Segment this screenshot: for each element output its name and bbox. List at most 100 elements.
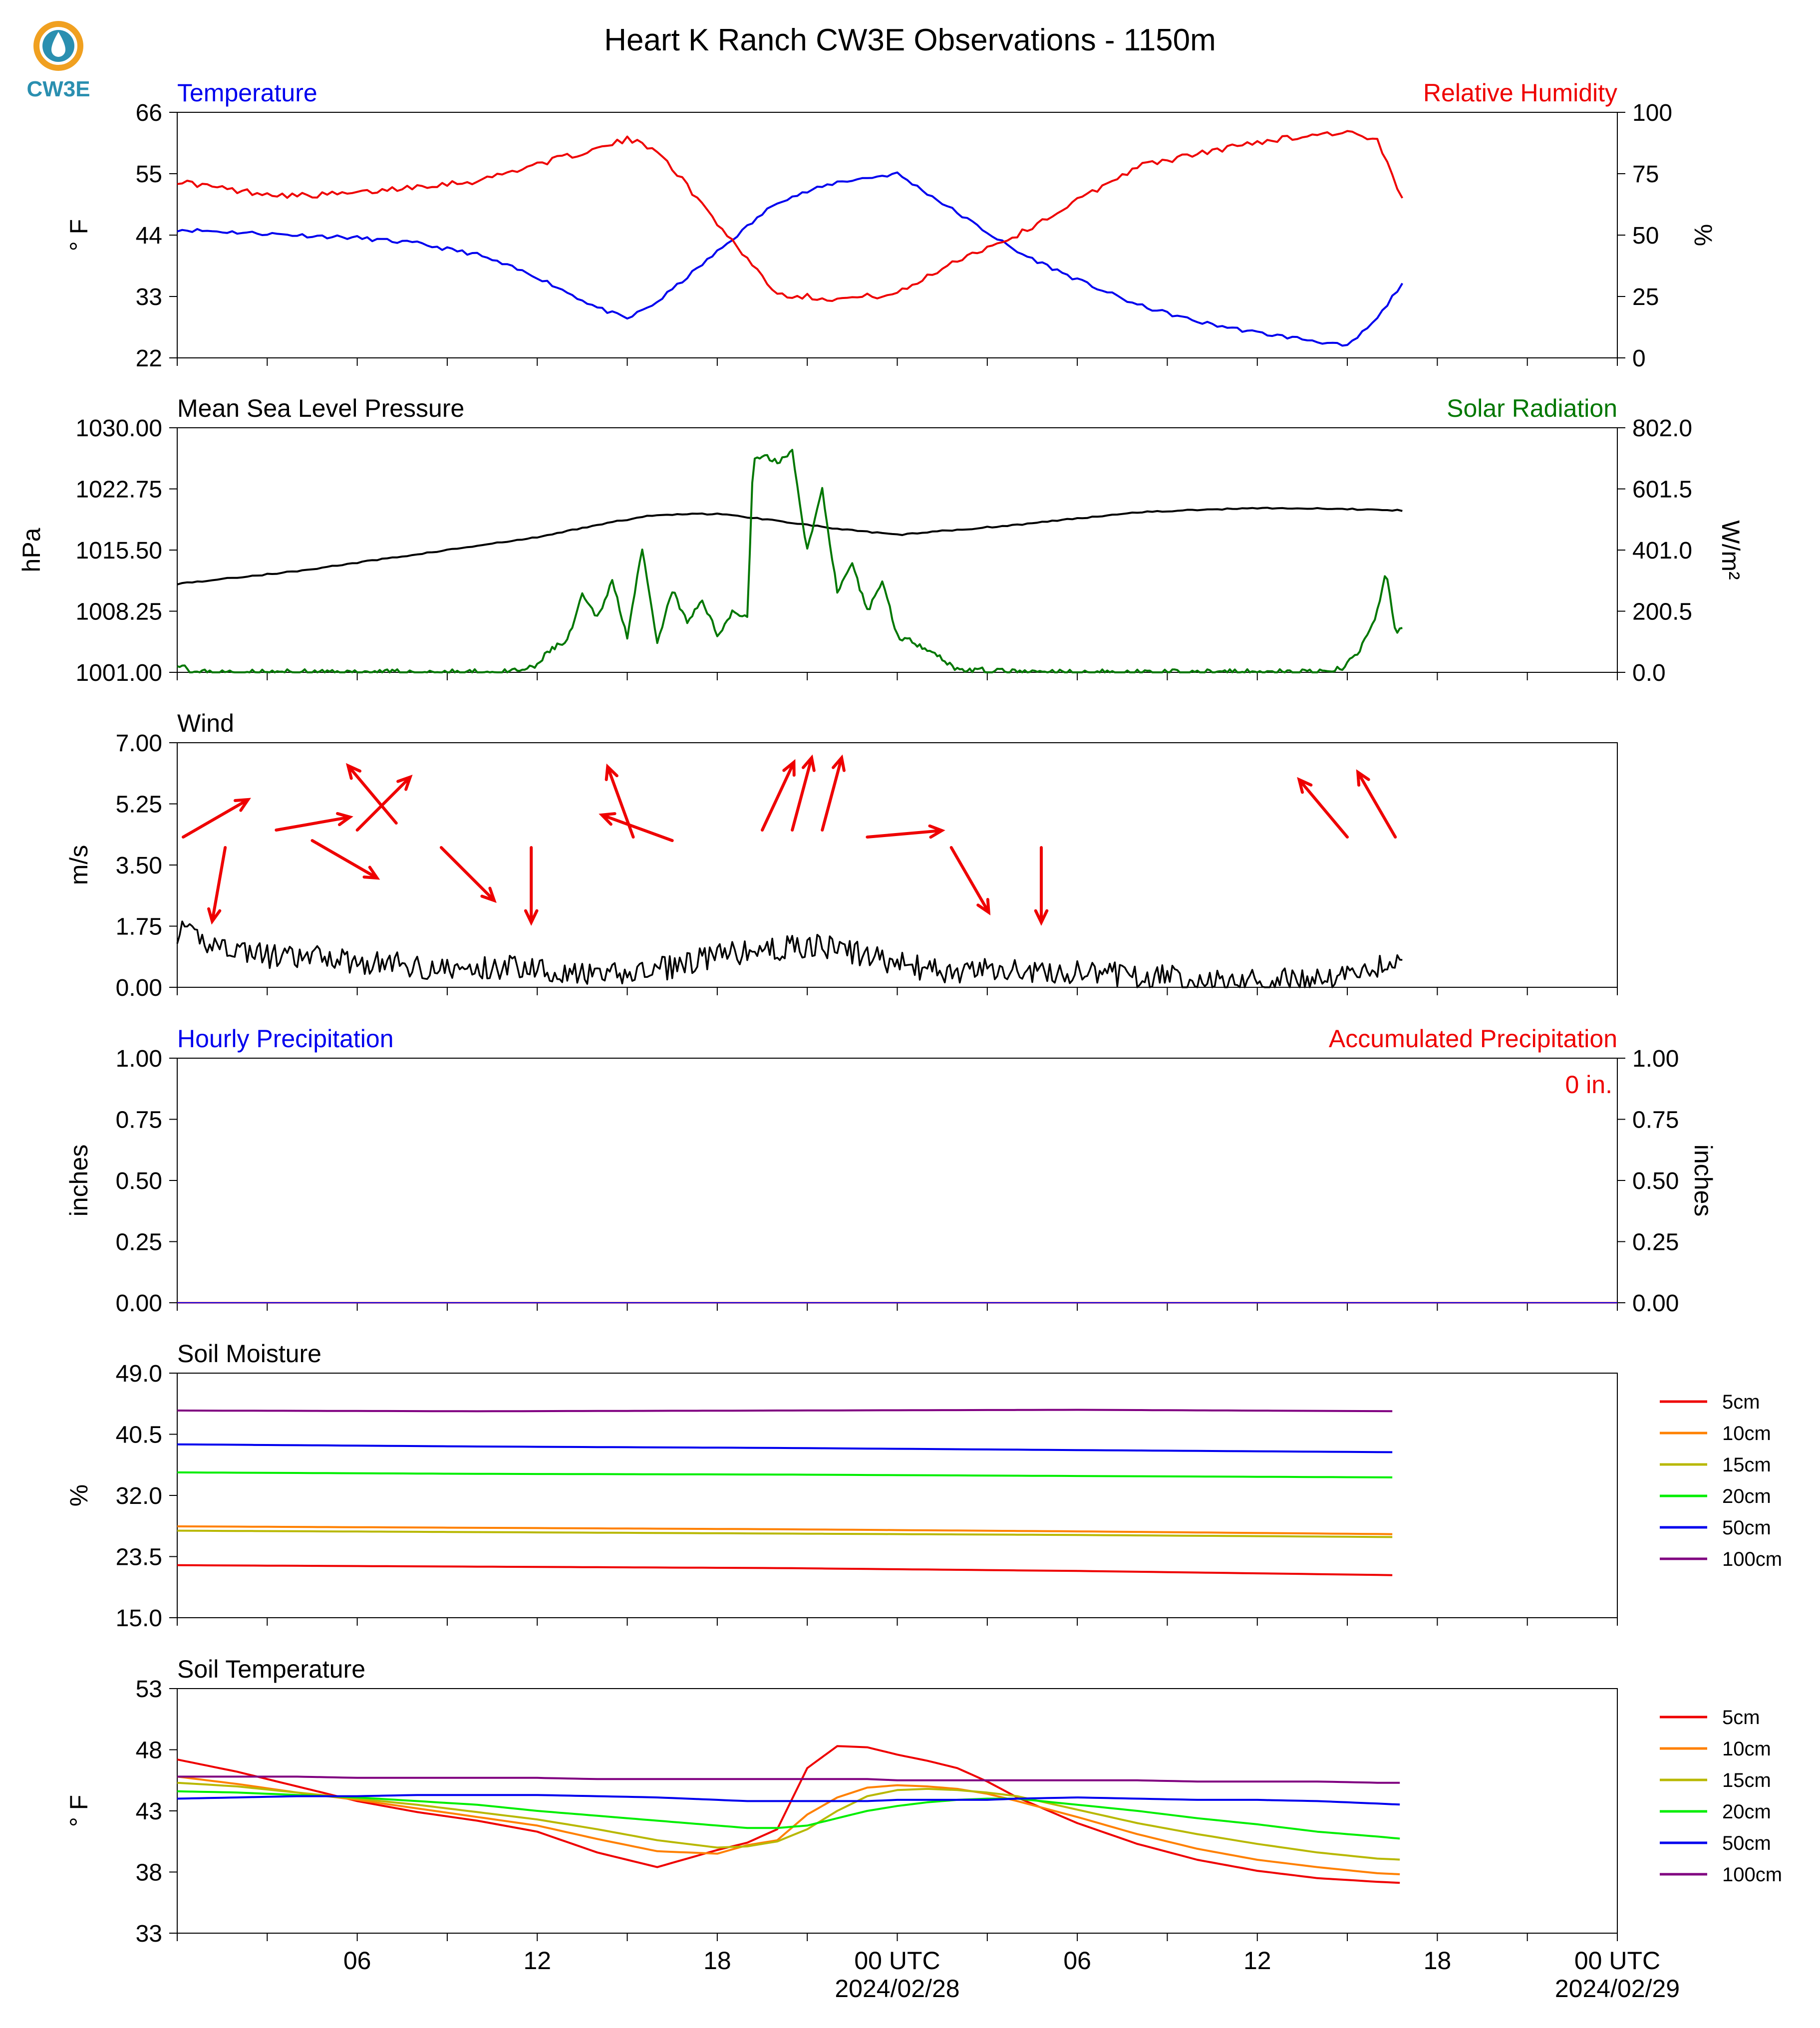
legend: 5cm 10cm 15cm 20cm 50cm 100cm <box>1660 1391 1782 1570</box>
y-tick-label: 0.50 <box>116 1168 162 1194</box>
y-tick-label-right: 1.00 <box>1632 1046 1679 1072</box>
y-tick-label-right: 601.5 <box>1632 477 1692 503</box>
series-temperature <box>177 171 1404 347</box>
panel-wind: Wind 0.00 1.75 3.50 5.25 7.00 m/s <box>65 709 1618 1001</box>
y-tick-label: 1030.00 <box>75 415 162 442</box>
x-date-label: 2024/02/28 <box>835 1975 959 2003</box>
y-axis-label: inches <box>65 1145 93 1217</box>
legend-label: 50cm <box>1722 1832 1771 1854</box>
y-tick-label-right: 100 <box>1632 100 1672 126</box>
series-soil_5cm-moisture <box>177 1564 1393 1576</box>
wind-arrow <box>310 839 380 880</box>
series-soil_50cm-temperature <box>177 1794 1400 1806</box>
y-tick-label-right: 0.0 <box>1632 660 1666 686</box>
x-tick-label: 18 <box>1424 1947 1452 1975</box>
x-tick-label: 00 UTC <box>1574 1947 1660 1975</box>
panel-title-left: Wind <box>177 709 234 737</box>
panel-title-left: Soil Temperature <box>177 1655 365 1683</box>
y-tick-label: 66 <box>136 100 162 126</box>
y-axis-label-right: % <box>1689 224 1717 246</box>
panel-temperature_humidity: Temperature Relative Humidity 22 33 44 55 66 0 2… <box>65 79 1717 372</box>
panel-title-left: Hourly Precipitation <box>177 1025 394 1053</box>
y-tick-label: 1008.25 <box>75 599 162 625</box>
y-tick-label: 1022.75 <box>75 477 162 503</box>
y-tick-label: 0.75 <box>116 1107 162 1134</box>
y-tick-label-right: 0.25 <box>1632 1229 1679 1256</box>
y-tick-label: 7.00 <box>116 730 162 757</box>
y-tick-label: 40.5 <box>116 1422 162 1449</box>
wind-arrow <box>949 846 991 915</box>
y-tick-label: 5.25 <box>116 792 162 818</box>
y-tick-label: 15.0 <box>116 1605 162 1632</box>
panel-title-right: Accumulated Precipitation <box>1329 1025 1617 1053</box>
y-tick-label: 23.5 <box>116 1544 162 1571</box>
y-tick-label-right: 802.0 <box>1632 415 1692 442</box>
panel-pressure_solar: Mean Sea Level Pressure Solar Radiation 10… <box>17 394 1745 686</box>
x-tick-label: 12 <box>1243 1947 1271 1975</box>
legend-label: 5cm <box>1722 1391 1760 1413</box>
legend-label: 100cm <box>1722 1548 1782 1570</box>
wind-arrow <box>524 846 539 926</box>
y-axis-label: m/s <box>65 845 93 885</box>
panel-soil_temperature: Soil Temperature 33 38 43 48 53 ° F 5cm 10cm 15cm… <box>65 1655 1782 1947</box>
y-tick-label: 3.50 <box>116 853 162 879</box>
legend-label: 15cm <box>1722 1454 1771 1476</box>
y-tick-label: 1.00 <box>116 1046 162 1072</box>
legend-label: 5cm <box>1722 1707 1760 1729</box>
series-soil_15cm-moisture <box>177 1529 1393 1538</box>
y-tick-label-right: 401.0 <box>1632 538 1692 564</box>
legend-label: 50cm <box>1722 1517 1771 1539</box>
y-tick-label-right: 0.75 <box>1632 1107 1679 1134</box>
legend-label: 20cm <box>1722 1485 1771 1507</box>
y-tick-label-right: 75 <box>1632 161 1659 188</box>
y-tick-label-right: 0.00 <box>1632 1290 1679 1317</box>
cw3e-logo: CW3E <box>26 21 90 101</box>
wind-arrow <box>1356 769 1397 839</box>
y-tick-label: 53 <box>136 1676 162 1703</box>
legend-label: 100cm <box>1722 1864 1782 1886</box>
series-soil_10cm-temperature <box>177 1775 1400 1875</box>
wind-arrow <box>207 846 227 925</box>
y-tick-label: 38 <box>136 1860 162 1886</box>
logo-text: CW3E <box>26 77 90 101</box>
x-tick-label: 18 <box>703 1947 731 1975</box>
figure-title: Heart K Ranch CW3E Observations - 1150m <box>604 23 1216 57</box>
legend-label: 15cm <box>1722 1769 1771 1791</box>
series-soil_100cm-temperature <box>177 1775 1400 1784</box>
y-axis-label: hPa <box>17 528 45 572</box>
y-tick-label: 1015.50 <box>75 538 162 564</box>
wind-arrow <box>1034 846 1049 926</box>
wind-arrows <box>182 754 1397 926</box>
panel-soil_moisture: Soil Moisture 15.0 23.5 32.0 40.5 49.0% 5cm 10c… <box>65 1340 1782 1632</box>
series-soil_50cm-moisture <box>177 1443 1393 1453</box>
wind-arrow <box>791 754 816 832</box>
y-tick-label: 0.00 <box>116 1290 162 1317</box>
y-tick-label-right: 0 <box>1632 345 1646 372</box>
y-tick-label: 33 <box>136 284 162 310</box>
y-tick-label: 48 <box>136 1738 162 1764</box>
y-tick-label: 1.75 <box>116 914 162 940</box>
wind-arrow <box>275 812 353 832</box>
y-tick-label-right: 50 <box>1632 223 1659 249</box>
series-solar <box>177 449 1403 673</box>
x-tick-label: 06 <box>343 1947 371 1975</box>
series-soil_20cm-moisture <box>177 1471 1393 1478</box>
legend-label: 10cm <box>1722 1738 1771 1760</box>
y-tick-label: 22 <box>136 345 162 372</box>
x-tick-label: 00 UTC <box>854 1947 940 1975</box>
y-tick-label: 44 <box>136 223 162 249</box>
legend-label: 10cm <box>1722 1423 1771 1445</box>
panel-title-right: Solar Radiation <box>1447 394 1617 422</box>
logo-sun-icon <box>33 21 83 71</box>
wind-arrow <box>345 763 398 825</box>
wind-arrow <box>599 812 674 842</box>
y-tick-label-right: 25 <box>1632 284 1659 310</box>
y-axis-label-right: inches <box>1689 1145 1717 1217</box>
panel-precipitation: Hourly Precipitation Accumulated Precipit… <box>65 1025 1717 1317</box>
y-axis-label: ° F <box>65 219 93 251</box>
y-tick-label: 49.0 <box>116 1361 162 1387</box>
wind-arrow <box>761 759 796 832</box>
wind-arrow <box>439 846 497 903</box>
y-tick-label: 0.25 <box>116 1229 162 1256</box>
wind-arrow <box>866 824 945 839</box>
